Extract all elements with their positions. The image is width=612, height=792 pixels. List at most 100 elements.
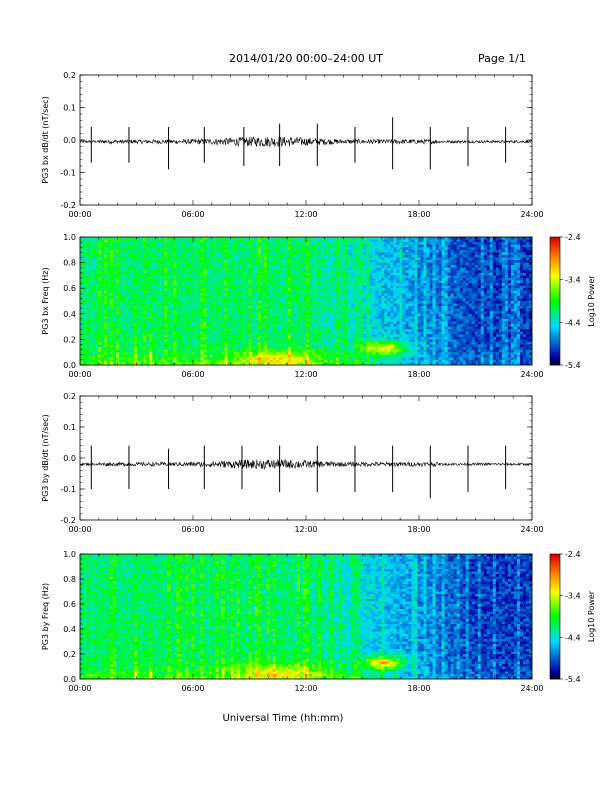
spectro-cell: [315, 349, 319, 353]
spectro-cell: [354, 285, 358, 289]
spectro-cell: [242, 272, 247, 276]
spectro-cell: [336, 308, 340, 312]
spectro-cell: [263, 298, 268, 302]
spectro-cell: [336, 277, 340, 281]
spectro-cell: [269, 295, 274, 299]
spectro-cell: [327, 247, 331, 251]
spectro-cell: [245, 249, 250, 253]
spectro-cell: [107, 247, 111, 251]
spectro-cell: [236, 285, 240, 289]
spectro-cell: [363, 267, 367, 271]
spectro-cell: [185, 257, 189, 261]
spectro-cell: [233, 272, 237, 276]
spectro-cell: [269, 283, 274, 286]
spectro-cell: [80, 313, 84, 317]
spectro-cell: [357, 324, 361, 327]
spectro-cell: [203, 267, 207, 271]
spectro-cell: [257, 244, 262, 248]
spectro-cell: [263, 262, 268, 266]
spectro-cell: [173, 260, 177, 263]
spectro-cell: [134, 347, 138, 350]
spectro-cell: [233, 341, 237, 345]
spectro-cell: [89, 357, 93, 361]
spectro-cell: [245, 344, 250, 348]
spectro-cell: [107, 285, 111, 289]
spectro-cell: [275, 347, 280, 350]
spectro-cell: [218, 293, 222, 297]
spectro-cell: [218, 339, 222, 343]
spectro-cell: [98, 354, 102, 358]
spectro-cell: [146, 334, 150, 338]
spectro-cell: [302, 313, 307, 317]
spectro-cell: [284, 344, 289, 348]
spectro-cell: [236, 331, 240, 335]
spectro-cell: [296, 347, 301, 350]
spectro-cell: [236, 267, 240, 271]
spectro-cell: [357, 352, 361, 356]
spectro-cell: [182, 295, 186, 299]
spectro-cell: [281, 260, 286, 263]
spectro-cell: [260, 329, 265, 333]
spectro-cell: [197, 242, 201, 245]
spectro-cell: [143, 280, 147, 284]
spectro-cell: [233, 239, 237, 243]
spectro-cell: [221, 237, 225, 240]
spectro-cell: [281, 311, 286, 315]
spectro-cell: [197, 308, 201, 312]
spectro-cell: [266, 354, 271, 358]
spectro-cell: [287, 252, 292, 256]
spectro-cell: [354, 295, 358, 299]
spectro-cell: [324, 359, 328, 363]
spectro-cell: [152, 283, 156, 286]
spectro-cell: [218, 344, 222, 348]
spectro-cell: [342, 349, 346, 353]
spectro-cell: [86, 270, 90, 274]
spectro-cell: [309, 295, 313, 299]
spectro-cell: [209, 352, 213, 356]
spectro-cell: [345, 257, 349, 261]
spectro-cell: [327, 341, 331, 345]
spectro-cell: [366, 354, 370, 358]
spectro-cell: [290, 344, 295, 348]
x-tick-label: 06:00: [181, 210, 204, 219]
spectro-cell: [260, 334, 265, 338]
spectro-cell: [146, 344, 150, 348]
spectro-cell: [327, 344, 331, 348]
spectro-cell: [345, 334, 349, 338]
spectro-cell: [275, 331, 280, 335]
spectro-cell: [113, 270, 117, 274]
spectro-cell: [110, 331, 114, 335]
spectro-cell: [110, 267, 114, 271]
spectro-cell: [89, 318, 93, 322]
spectro-cell: [122, 301, 126, 304]
spectro-cell: [321, 311, 325, 315]
spectro-cell: [351, 321, 355, 325]
spectro-cell: [299, 270, 304, 274]
spectro-cell: [113, 280, 117, 284]
spectro-cell: [369, 301, 373, 304]
spectro-cell: [339, 318, 343, 322]
spectro-cell: [224, 277, 228, 281]
spectro-cell: [251, 262, 256, 266]
spectro-cell: [152, 244, 156, 248]
spectro-cell: [227, 267, 231, 271]
spectro-cell: [188, 290, 192, 294]
spectro-cell: [182, 347, 186, 350]
spectro-cell: [278, 295, 283, 299]
spectro-cell: [278, 242, 283, 245]
spectro-cell: [128, 262, 132, 266]
spectro-cell: [110, 280, 114, 284]
spectro-cell: [333, 272, 337, 276]
spectro-cell: [203, 344, 207, 348]
spectro-cell: [287, 249, 292, 253]
spectro-cell: [363, 341, 367, 345]
spectro-cell: [354, 265, 358, 269]
spectro-cell: [251, 283, 256, 286]
spectro-cell: [278, 262, 283, 266]
spectro-cell: [164, 280, 168, 284]
spectro-cell: [366, 295, 370, 299]
spectro-cell: [257, 272, 262, 276]
spectro-cell: [215, 293, 219, 297]
spectro-cell: [125, 313, 129, 317]
spectro-cell: [357, 344, 361, 348]
